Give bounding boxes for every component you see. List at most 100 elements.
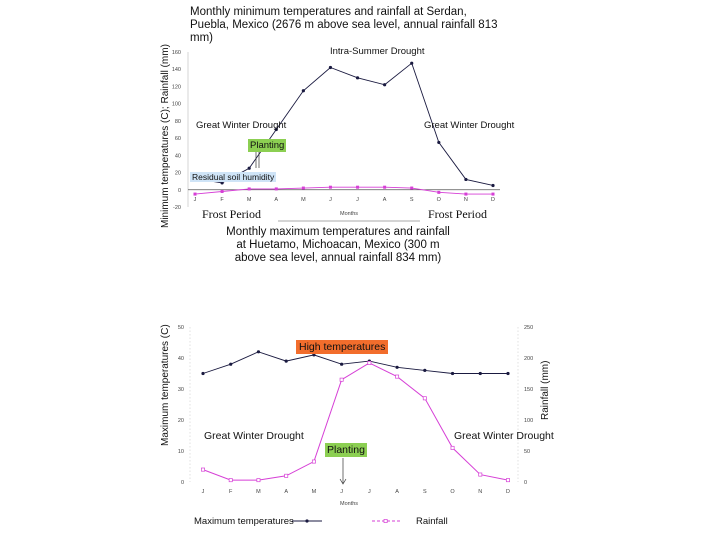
chart1-rainfall-point — [437, 140, 441, 145]
chart2-xtick-label: J — [368, 489, 371, 495]
chart2-rainfall-point — [367, 361, 372, 365]
chart1-mintemp-point — [383, 185, 387, 189]
legend-max-temp-marker — [305, 519, 309, 523]
chart2-maxtemp-point — [340, 362, 344, 366]
chart1-rainfall-point — [491, 183, 495, 188]
frost-period-left: Frost Period — [202, 207, 262, 221]
chart2-xtick-label: F — [229, 489, 233, 495]
chart1-rainfall-point — [355, 76, 360, 80]
chart1-mintemp-point — [274, 187, 278, 191]
winter-drought-left-2: Great Winter Drought — [204, 430, 304, 442]
chart2-ytick-label: 30 — [178, 387, 184, 393]
chart1-ytick-label: 0 — [178, 188, 181, 194]
chart1-rainfall-point — [220, 181, 224, 185]
chart1-xtick-label: J — [356, 197, 359, 203]
chart2-ytick-label: 10 — [178, 449, 184, 455]
chart2-xtick-label: A — [284, 489, 288, 495]
chart1-xtick-label: M — [301, 197, 306, 203]
chart2-maxtemp-point — [201, 371, 205, 376]
chart1-ytick-label: 60 — [175, 136, 181, 142]
chart2-maxtemp-point — [506, 371, 510, 376]
winter-drought-right-2: Great Winter Drought — [454, 430, 554, 442]
chart2-title: Monthly maximum temperatures and rainfal… — [226, 226, 450, 265]
chart2-rainfall-point — [284, 473, 289, 478]
chart2-xlabel: Months — [340, 501, 359, 507]
chart2-y2tick-label: 150 — [524, 387, 533, 393]
chart1-rainfall-point — [464, 177, 468, 182]
chart1-ytick-label: 140 — [172, 67, 181, 73]
high-temperatures-label: High temperatures — [296, 340, 389, 354]
chart2-rainfall-point — [339, 377, 344, 382]
chart1-xtick-label: D — [491, 197, 495, 203]
chart1-mintemp-point — [491, 192, 495, 196]
planting-arrowhead-2 — [339, 478, 347, 485]
winter-drought-right-1: Great Winter Drought — [424, 120, 515, 131]
legend-rainfall-marker — [383, 519, 388, 523]
chart1-xtick-label: F — [220, 197, 224, 203]
chart1-xtick-label: J — [194, 197, 197, 203]
chart1-mintemp-line — [194, 186, 493, 195]
chart2-rainfall-line — [202, 362, 509, 481]
chart2-maxtemp-point — [256, 350, 261, 354]
chart1-xtick-label: M — [247, 197, 252, 203]
chart2-xtick-label: J — [202, 489, 205, 495]
chart2-rainfall-point — [311, 459, 316, 464]
chart1-xlabel: Months — [340, 211, 359, 217]
chart1-title: Monthly minimum temperatures and rainfal… — [190, 6, 498, 45]
chart2-ytick-label: 50 — [178, 325, 184, 331]
chart2-maxtemp-point — [450, 371, 455, 376]
chart2-xtick-label: N — [478, 489, 482, 495]
chart2-y2tick-label: 100 — [524, 418, 533, 424]
chart1-xtick-label: J — [329, 197, 332, 203]
chart1-xtick-label: S — [410, 197, 414, 203]
chart2-maxtemp-point — [423, 368, 427, 372]
chart2-ytick-label: 0 — [181, 480, 184, 486]
chart1-mintemp-point — [437, 190, 441, 194]
chart1-mintemp-point — [464, 192, 468, 196]
chart2-maxtemp-point — [478, 371, 482, 376]
chart2-ytick-label: 40 — [178, 356, 184, 362]
chart1-mintemp-point — [328, 185, 332, 189]
chart2-xtick-label: D — [506, 489, 510, 495]
chart2-xtick-label: A — [395, 489, 399, 495]
chart1-rainfall-point — [247, 166, 251, 170]
planting-label-1: Planting — [248, 139, 287, 152]
legend-max-temp-label: Maximum temperatures — [194, 516, 294, 527]
chart1-ytick-label: 100 — [172, 102, 181, 108]
chart2-rainfall-point — [201, 467, 205, 472]
chart1-mintemp-point — [220, 190, 224, 193]
chart2-rainfall-point — [506, 478, 510, 483]
chart2-rainfall-point — [256, 478, 261, 483]
chart1-mintemp-point — [356, 185, 360, 189]
chart1-rainfall-point — [410, 61, 414, 65]
chart1-rainfall-point — [274, 127, 278, 132]
chart1-xtick-label: N — [464, 197, 468, 203]
winter-drought-left-1: Great Winter Drought — [196, 120, 287, 131]
chart2-maxtemp-point — [312, 353, 316, 357]
chart2-xtick-label: O — [450, 489, 455, 495]
chart2-maxtemp-point — [229, 362, 233, 366]
chart2-rainfall-point — [422, 396, 427, 401]
chart1-rainfall-point — [328, 65, 333, 70]
chart1-ytick-label: -20 — [173, 205, 181, 211]
chart2-maxtemp-line — [202, 351, 508, 374]
chart2-rainfall-point — [395, 374, 400, 379]
chart2-xtick-label: J — [340, 489, 343, 495]
chart1-rainfall-point — [383, 83, 387, 87]
chart2-y2tick-label: 200 — [524, 356, 533, 362]
legend-rainfall-label: Rainfall — [416, 516, 448, 527]
chart2-maxtemp-point — [284, 359, 288, 363]
intra-summer-label: Intra-Summer Drought — [330, 46, 425, 57]
chart1-ytick-label: 120 — [172, 84, 181, 90]
chart1-mintemp-point — [301, 186, 305, 190]
planting-label-2: Planting — [325, 443, 367, 457]
chart1-xtick-label: A — [274, 197, 278, 203]
residual-humidity-label: Residual soil humidity — [190, 172, 277, 182]
chart1-mintemp-point — [410, 186, 414, 190]
chart2-rainfall-point — [478, 472, 483, 477]
chart2-xtick-label: M — [312, 489, 317, 495]
chart1-ytick-label: 40 — [175, 153, 181, 159]
chart2-maxtemp-point — [395, 365, 399, 369]
chart1-xtick-label: A — [383, 197, 387, 203]
